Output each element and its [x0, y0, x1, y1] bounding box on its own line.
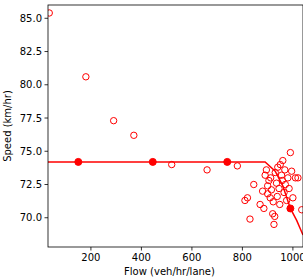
- y-tick: [45, 51, 49, 52]
- point: [75, 158, 82, 165]
- y-axis-label: Speed (km/hr): [2, 90, 13, 162]
- x-tick-label: 1000: [280, 252, 303, 263]
- point: [288, 168, 294, 174]
- y-tick: [45, 84, 49, 85]
- point: [257, 201, 263, 207]
- point: [286, 185, 292, 191]
- y-tick: [45, 151, 49, 152]
- point: [83, 74, 89, 80]
- y-tick-label: 70.0: [20, 212, 42, 223]
- y-tick-label: 82.5: [20, 46, 42, 57]
- point: [263, 167, 269, 173]
- point: [131, 132, 137, 138]
- y-tick: [45, 217, 49, 218]
- point: [261, 205, 267, 211]
- y-tick-label: 80.0: [20, 79, 42, 90]
- x-tick: [90, 247, 91, 251]
- point: [290, 195, 296, 201]
- line: [48, 162, 303, 235]
- x-axis-label: Flow (veh/hr/lane): [124, 266, 215, 277]
- y-tick: [45, 118, 49, 119]
- y-tick-label: 85.0: [20, 13, 42, 24]
- y-tick-label: 75.0: [20, 146, 42, 157]
- x-tick: [191, 247, 192, 251]
- point: [268, 187, 274, 193]
- x-tick: [292, 247, 293, 251]
- x-tick-label: 800: [233, 252, 252, 263]
- point: [271, 221, 277, 227]
- point: [110, 117, 116, 123]
- point: [295, 175, 301, 181]
- plot-area: [48, 10, 303, 235]
- y-tick-label: 77.5: [20, 113, 42, 124]
- x-tick: [141, 247, 142, 251]
- point: [204, 167, 210, 173]
- point: [282, 167, 288, 173]
- point: [244, 195, 250, 201]
- point: [149, 158, 156, 165]
- point: [274, 193, 280, 199]
- point: [285, 175, 291, 181]
- y-tick: [45, 18, 49, 19]
- x-tick-label: 600: [182, 252, 201, 263]
- point: [247, 216, 253, 222]
- y-tick: [45, 184, 49, 185]
- point: [280, 157, 286, 163]
- point: [267, 175, 273, 181]
- x-tick-label: 400: [132, 252, 151, 263]
- y-tick-label: 72.5: [20, 179, 42, 190]
- x-tick: [242, 247, 243, 251]
- point: [224, 158, 231, 165]
- point: [287, 149, 293, 155]
- point: [272, 213, 278, 219]
- point: [287, 205, 294, 212]
- point: [299, 207, 303, 213]
- frame: [48, 5, 303, 247]
- point: [251, 181, 257, 187]
- point: [48, 10, 52, 16]
- point: [234, 163, 240, 169]
- x-tick-label: 200: [81, 252, 100, 263]
- point: [277, 201, 283, 207]
